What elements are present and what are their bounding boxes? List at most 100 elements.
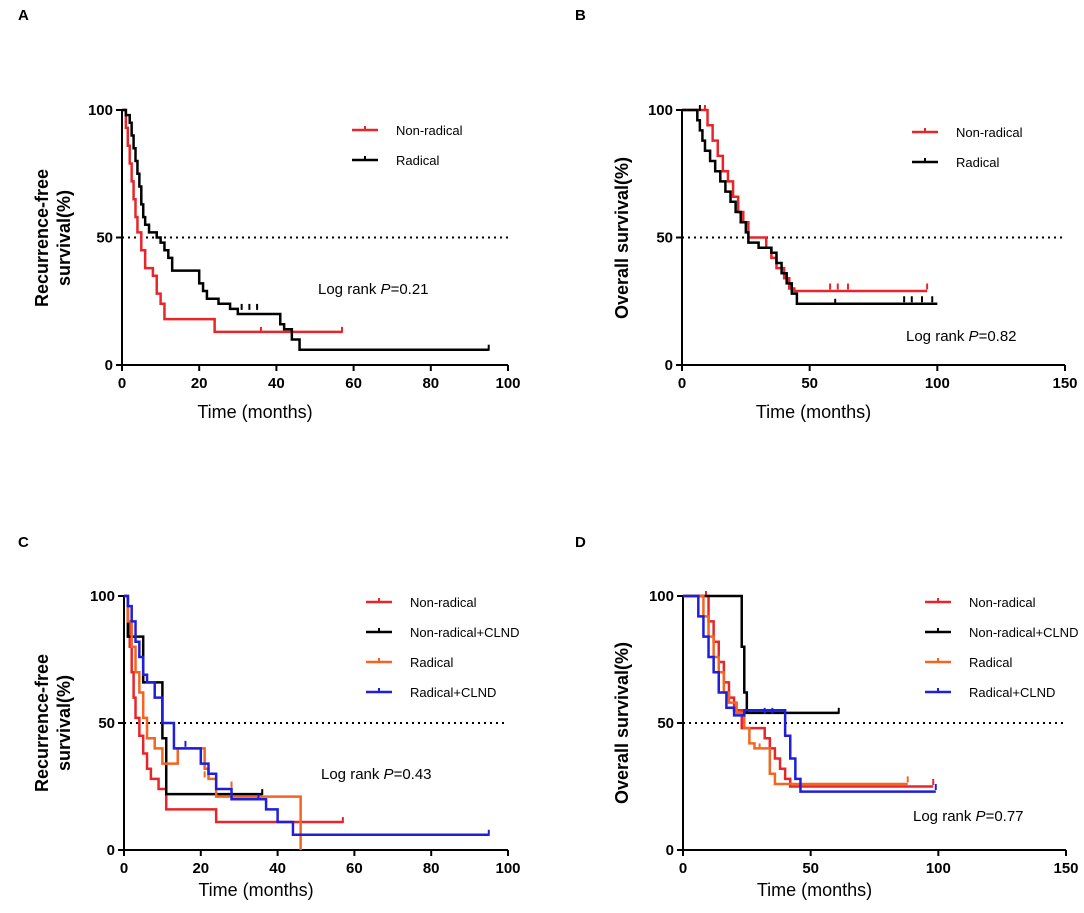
y-tick-label: 50 (96, 230, 113, 247)
x-tick-label: 100 (495, 860, 520, 877)
legend-item: Non-radical (925, 595, 1036, 610)
y-tick-label: 0 (107, 842, 115, 859)
annotation-prefix: Log rank (321, 766, 384, 783)
x-tick-label: 150 (1052, 375, 1077, 392)
legend-item: Non-radical+CLND (925, 625, 1078, 640)
y-tick-label: 100 (648, 102, 673, 119)
annotation-value: =0.21 (391, 281, 429, 298)
y-axis-label: Recurrence-free survival(%) (32, 654, 74, 792)
x-axis-label: Time (months) (756, 402, 871, 422)
y-axis-label: Overall survival(%) (612, 157, 632, 319)
legend-label: Non-radical (410, 595, 477, 610)
panel-letter: B (575, 7, 586, 24)
y-axis-label-line: Overall survival(%) (612, 157, 632, 319)
x-tick-label: 80 (423, 860, 440, 877)
x-tick-label: 150 (1053, 860, 1078, 877)
x-tick-label: 20 (191, 375, 208, 392)
legend-label: Radical (410, 655, 453, 670)
series-line-non-radical (682, 108, 928, 293)
legend-item: Non-radical (366, 595, 477, 610)
x-tick-label: 0 (678, 375, 686, 392)
x-tick-label: 0 (118, 375, 126, 392)
legend-label: Radical+CLND (969, 685, 1055, 700)
legend-item: Radical (925, 655, 1012, 670)
legend-label: Non-radical (969, 595, 1036, 610)
series-line-radical (682, 108, 938, 306)
legend-label: Radical (396, 153, 439, 168)
legend-item: Radical+CLND (366, 685, 496, 700)
y-tick-label: 100 (90, 588, 115, 605)
y-axis-label-line: survival(%) (54, 675, 74, 771)
y-tick-label: 50 (656, 230, 673, 247)
x-tick-label: 40 (269, 860, 286, 877)
panel-c: C 0 50 100 0 20 40 60 80 100 Time (months) Recurren… (18, 534, 521, 900)
series-line-radical-clnd (683, 594, 936, 793)
panel-a: A 0 50 100 0 20 40 60 80 100 Time (months) Recurren… (18, 7, 521, 422)
legend-label: Non-radical+CLND (410, 625, 519, 640)
x-tick-label: 50 (802, 860, 819, 877)
x-tick-label: 100 (926, 860, 951, 877)
series-line-non-radical-clnd (124, 594, 263, 796)
annotation-value: =0.77 (986, 808, 1024, 825)
legend-item: Radical (912, 155, 999, 170)
panel-d: D 0 50 100 0 50 100 150 Time (months) Overall sur… (575, 534, 1079, 900)
annotation-p: P (384, 766, 394, 783)
x-tick-label: 80 (422, 375, 439, 392)
legend-item: Radical+CLND (925, 685, 1055, 700)
legend-item: Non-radical (912, 125, 1023, 140)
log-rank-annotation: Log rank P=0.43 (321, 766, 432, 783)
series-line-radical-clnd (124, 594, 489, 837)
x-tick-label: 50 (801, 375, 818, 392)
annotation-value: =0.43 (394, 766, 432, 783)
y-tick-label: 0 (105, 357, 113, 374)
x-tick-label: 0 (679, 860, 687, 877)
annotation-prefix: Log rank (318, 281, 381, 298)
legend-item: Radical (352, 153, 439, 168)
y-axis-label-line: Recurrence-free (32, 169, 52, 307)
annotation-p: P (976, 808, 986, 825)
legend-label: Radical (969, 655, 1012, 670)
y-tick-label: 100 (88, 102, 113, 119)
y-axis-label: Overall survival(%) (612, 642, 632, 804)
legend-label: Radical (956, 155, 999, 170)
y-axis-label-line: survival(%) (54, 190, 74, 286)
y-tick-label: 0 (665, 357, 673, 374)
panel-letter: A (18, 7, 29, 24)
x-tick-label: 100 (925, 375, 950, 392)
legend-item: Non-radical (352, 123, 463, 138)
y-axis-label-line: Recurrence-free (32, 654, 52, 792)
annotation-p: P (381, 281, 391, 298)
log-rank-annotation: Log rank P=0.82 (906, 328, 1017, 345)
legend-label: Non-radical (956, 125, 1023, 140)
y-axis-label: Recurrence-free survival(%) (32, 169, 74, 307)
x-tick-label: 0 (120, 860, 128, 877)
y-tick-label: 100 (649, 588, 674, 605)
annotation-prefix: Log rank (913, 808, 976, 825)
y-axis-label-line: Overall survival(%) (612, 642, 632, 804)
series-line-non-radical (124, 594, 343, 824)
series-line-non-radical-clnd (683, 594, 839, 715)
x-tick-label: 20 (192, 860, 209, 877)
legend-label: Non-radical (396, 123, 463, 138)
series-line-radical (122, 108, 489, 351)
panel-letter: C (18, 534, 29, 551)
annotation-prefix: Log rank (906, 328, 969, 345)
annotation-p: P (969, 328, 979, 345)
legend-label: Non-radical+CLND (969, 625, 1078, 640)
legend-label: Radical+CLND (410, 685, 496, 700)
panel-b: B 0 50 100 0 50 100 150 Time (months) Overall sur… (575, 7, 1078, 422)
panel-letter: D (575, 534, 586, 551)
y-tick-label: 0 (666, 842, 674, 859)
legend-item: Radical (366, 655, 453, 670)
series-line-radical (683, 594, 908, 786)
annotation-value: =0.82 (979, 328, 1017, 345)
y-tick-label: 50 (657, 715, 674, 732)
x-tick-label: 60 (346, 860, 363, 877)
log-rank-annotation: Log rank P=0.77 (913, 808, 1024, 825)
x-axis-label: Time (months) (757, 880, 872, 900)
series-line-non-radical (683, 594, 934, 788)
y-tick-label: 50 (98, 715, 115, 732)
x-axis-label: Time (months) (197, 402, 312, 422)
x-tick-label: 60 (345, 375, 362, 392)
